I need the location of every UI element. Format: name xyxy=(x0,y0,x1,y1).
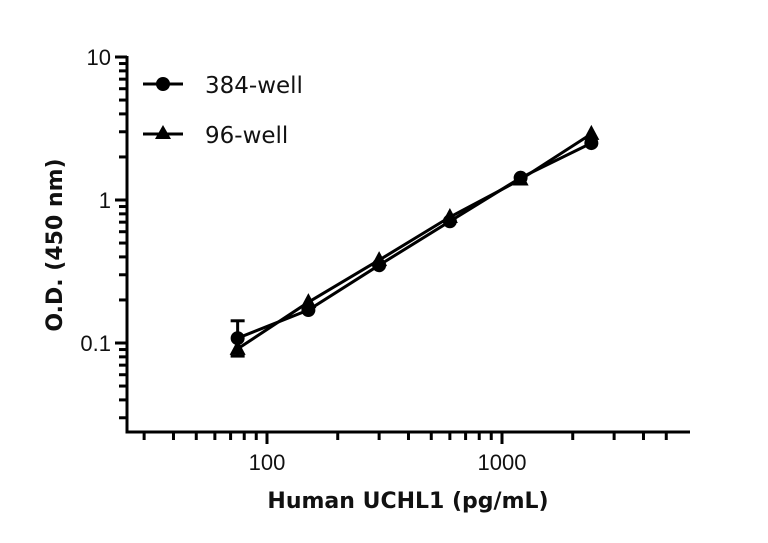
triangle-marker-icon xyxy=(512,170,529,186)
y-tick-label: 0.1 xyxy=(80,331,111,356)
x-tick-label: 100 xyxy=(249,450,286,475)
triangle-marker-icon xyxy=(441,208,458,224)
legend-label: 96-well xyxy=(205,123,288,149)
circle-marker-icon xyxy=(156,77,170,91)
triangle-marker-icon xyxy=(155,125,171,139)
y-tick-label: 10 xyxy=(87,45,111,70)
series-line xyxy=(236,132,593,351)
triangle-marker-icon xyxy=(300,293,317,309)
triangle-marker-icon xyxy=(371,251,388,267)
triangle-marker-icon xyxy=(583,124,600,140)
legend: 384-well 96-well xyxy=(143,73,303,149)
data-series xyxy=(229,124,600,358)
legend-item-96-well: 96-well xyxy=(143,123,288,149)
x-tick-label: 1000 xyxy=(478,450,527,475)
x-axis-title: Human UCHL1 (pg/mL) xyxy=(267,489,548,514)
triangle-marker-icon xyxy=(229,339,246,355)
series-line xyxy=(237,141,592,340)
legend-item-384-well: 384-well xyxy=(143,73,303,99)
legend-label: 384-well xyxy=(205,73,303,99)
axes: 0.1 1 10 100 1000 xyxy=(80,45,690,475)
series-96-well xyxy=(229,124,600,355)
series-384-well xyxy=(230,136,599,358)
y-tick-label: 1 xyxy=(99,188,111,213)
circle-marker-icon xyxy=(230,331,245,346)
y-axis-title: O.D. (450 nm) xyxy=(43,158,68,331)
